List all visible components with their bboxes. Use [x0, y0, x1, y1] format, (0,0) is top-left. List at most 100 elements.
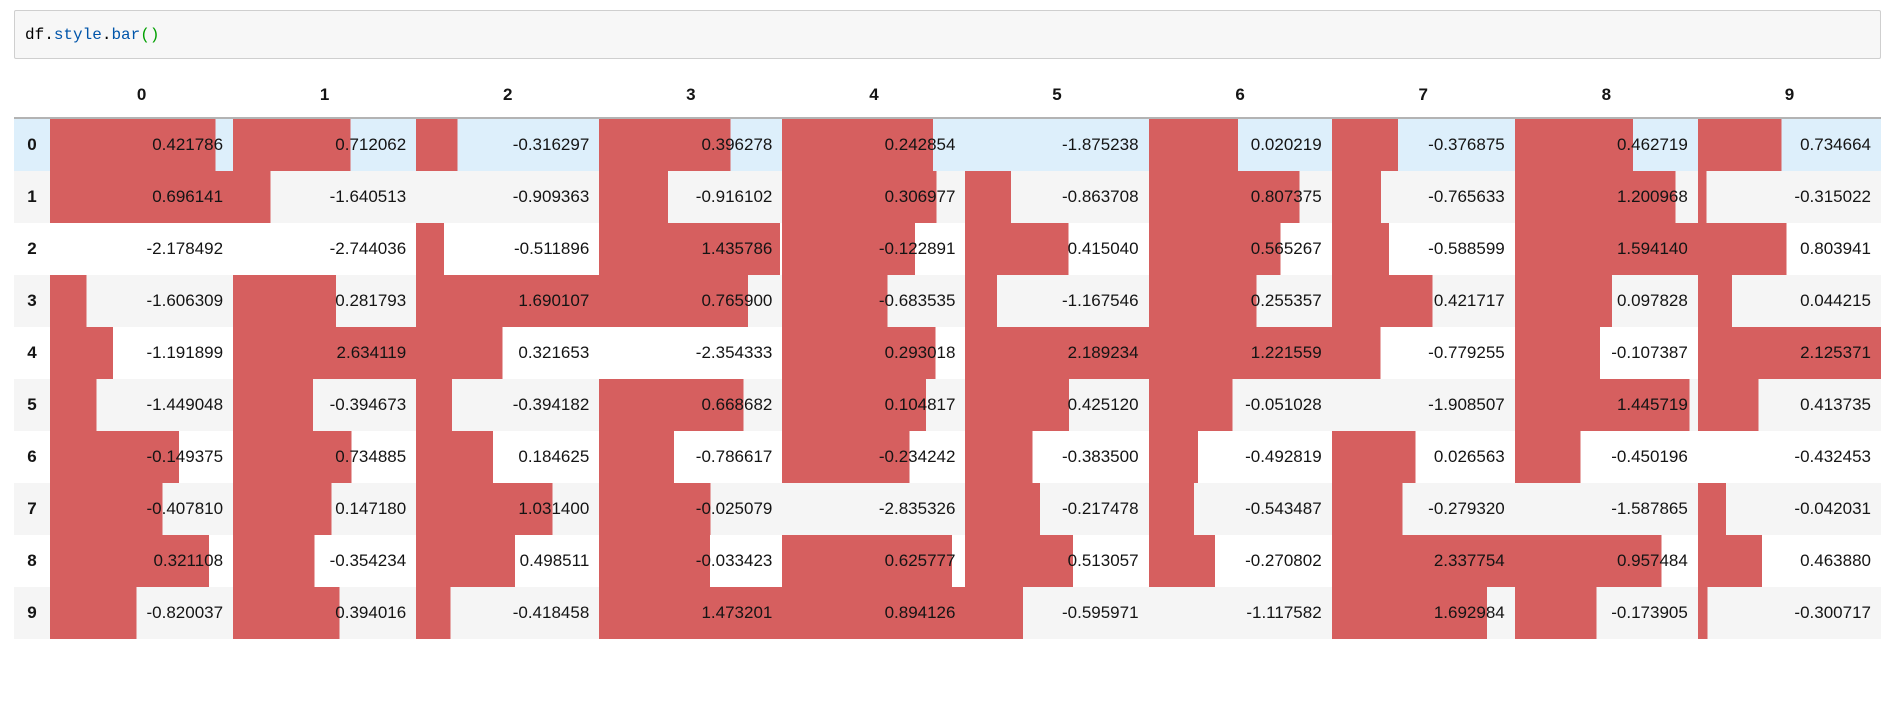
data-cell: -0.432453 — [1697, 431, 1881, 483]
data-cell: -0.450196 — [1514, 431, 1698, 483]
data-cell: -0.316297 — [416, 118, 600, 171]
data-cell: 0.765900 — [599, 275, 783, 327]
row-index: 9 — [27, 603, 37, 622]
table-row: 8 0.321108 -0.354234 0.498511 -0.033423 0.625… — [14, 535, 1881, 587]
code-token-variable: df — [25, 26, 45, 44]
data-cell: 2.189234 — [965, 327, 1149, 379]
data-cell: -0.786617 — [599, 431, 783, 483]
data-cell: 2.337754 — [1331, 535, 1515, 587]
column-header: 6 — [1148, 73, 1332, 119]
table-row: 9 -0.820037 0.394016 -0.418458 1.473201 0.894… — [14, 587, 1881, 639]
data-cell: -0.033423 — [599, 535, 783, 587]
column-header: 4 — [782, 73, 966, 119]
column-header: 7 — [1331, 73, 1515, 119]
row-index: 7 — [27, 499, 37, 518]
data-cell: -2.835326 — [782, 483, 966, 535]
data-cell: 0.413735 — [1697, 379, 1881, 431]
data-cell: -0.820037 — [50, 587, 234, 639]
data-cell: 2.125371 — [1697, 327, 1881, 379]
data-cell: 0.104817 — [782, 379, 966, 431]
data-cell: -0.173905 — [1514, 587, 1698, 639]
data-cell: 0.044215 — [1697, 275, 1881, 327]
data-cell: -1.587865 — [1514, 483, 1698, 535]
data-cell: -0.765633 — [1331, 171, 1515, 223]
column-header: 8 — [1514, 73, 1698, 119]
row-index: 2 — [27, 239, 37, 258]
data-cell: 2.634119 — [233, 327, 417, 379]
code-token-operator: . — [44, 26, 54, 44]
data-cell: -1.908507 — [1331, 379, 1515, 431]
table-body: 0 0.421786 0.712062 -0.316297 0.396278 0.2428… — [14, 118, 1881, 639]
data-cell: 0.394016 — [233, 587, 417, 639]
data-cell: 0.321108 — [50, 535, 234, 587]
data-cell: 1.200968 — [1514, 171, 1698, 223]
data-cell: -0.779255 — [1331, 327, 1515, 379]
data-cell: -0.394182 — [416, 379, 600, 431]
data-cell: -0.376875 — [1331, 118, 1515, 171]
data-cell: -0.042031 — [1697, 483, 1881, 535]
data-cell: -0.025079 — [599, 483, 783, 535]
code-token-operator: . — [101, 26, 112, 44]
data-cell: 0.894126 — [782, 587, 966, 639]
column-header: 3 — [599, 73, 783, 119]
data-cell: -2.744036 — [233, 223, 417, 275]
column-header: 5 — [965, 73, 1149, 119]
data-cell: -1.640513 — [233, 171, 417, 223]
data-cell: 0.807375 — [1148, 171, 1332, 223]
data-cell: -0.354234 — [233, 535, 417, 587]
column-header: 0 — [50, 73, 234, 119]
data-cell: -0.595971 — [965, 587, 1149, 639]
code-input[interactable]: df.style.bar() — [25, 23, 1870, 46]
column-header: 1 — [233, 73, 417, 119]
data-cell: 1.690107 — [416, 275, 600, 327]
data-cell: -2.354333 — [599, 327, 783, 379]
data-cell: 1.435786 — [599, 223, 783, 275]
table-row: 3 -1.606309 0.281793 1.690107 0.765900 -0.683… — [14, 275, 1881, 327]
data-cell: 0.513057 — [965, 535, 1149, 587]
data-cell: 0.625777 — [782, 535, 966, 587]
code-token-property: style — [53, 26, 102, 44]
data-cell: -0.394673 — [233, 379, 417, 431]
data-cell: -0.909363 — [416, 171, 600, 223]
data-cell: 0.734885 — [233, 431, 417, 483]
data-cell: 0.321653 — [416, 327, 600, 379]
row-index: 6 — [27, 447, 37, 466]
data-cell: 0.498511 — [416, 535, 600, 587]
data-cell: -1.167546 — [965, 275, 1149, 327]
data-cell: -0.279320 — [1331, 483, 1515, 535]
data-cell: 0.803941 — [1697, 223, 1881, 275]
row-index: 4 — [27, 343, 37, 362]
column-header: 9 — [1697, 73, 1881, 119]
data-cell: -0.217478 — [965, 483, 1149, 535]
data-cell: -0.418458 — [416, 587, 600, 639]
data-cell: -0.051028 — [1148, 379, 1332, 431]
table-row: 6 -0.149375 0.734885 0.184625 -0.786617 -0.23… — [14, 431, 1881, 483]
data-cell: 0.463880 — [1697, 535, 1881, 587]
data-cell: 0.255357 — [1148, 275, 1332, 327]
data-cell: -0.270802 — [1148, 535, 1332, 587]
table-row: 1 0.696141 -1.640513 -0.909363 -0.916102 0.30… — [14, 171, 1881, 223]
data-cell: -1.606309 — [50, 275, 234, 327]
row-index: 3 — [27, 291, 37, 310]
data-cell: 0.020219 — [1148, 118, 1332, 171]
data-cell: -0.407810 — [50, 483, 234, 535]
table-row: 0 0.421786 0.712062 -0.316297 0.396278 0.2428… — [14, 118, 1881, 171]
data-cell: 1.692984 — [1331, 587, 1515, 639]
data-cell: -0.300717 — [1697, 587, 1881, 639]
data-cell: 0.184625 — [416, 431, 600, 483]
data-cell: 0.712062 — [233, 118, 417, 171]
data-cell: 0.421786 — [50, 118, 234, 171]
data-cell: 1.594140 — [1514, 223, 1698, 275]
data-cell: 0.462719 — [1514, 118, 1698, 171]
table-row: 2 -2.178492 -2.744036 -0.511896 1.435786 -0.1… — [14, 223, 1881, 275]
code-cell[interactable]: df.style.bar() — [14, 10, 1881, 59]
data-cell: -0.383500 — [965, 431, 1149, 483]
data-cell: -0.683535 — [782, 275, 966, 327]
table-row: 4 -1.191899 2.634119 0.321653 -2.354333 0.293… — [14, 327, 1881, 379]
data-cell: 1.445719 — [1514, 379, 1698, 431]
